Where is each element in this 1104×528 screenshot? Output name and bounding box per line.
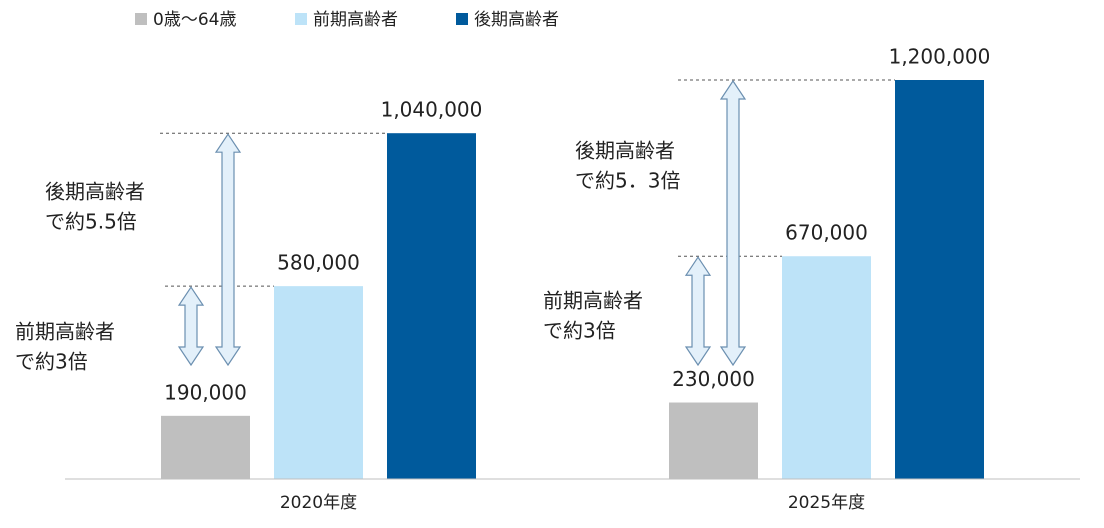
value-label: 1,200,000 [889,45,991,69]
double-arrow [719,79,747,367]
bar [669,402,758,479]
x-tick-label: 2020年度 [280,493,357,513]
bar [274,286,363,479]
value-label: 190,000 [164,380,247,404]
bar [387,133,476,479]
value-label: 670,000 [785,221,868,245]
legend-swatch [135,13,147,25]
legend-label: 後期高齢者 [474,10,559,30]
annotation: で約3倍 [543,319,616,343]
annotation: 後期高齢者 [45,180,145,204]
annotation: で約5.5倍 [45,210,137,234]
double-arrow [214,133,242,367]
legend-label: 0歳～64歳 [153,10,236,30]
annotation: 前期高齢者 [543,289,643,313]
bar [161,415,250,479]
double-arrow [684,256,712,367]
value-label: 230,000 [672,367,755,391]
legend-label: 前期高齢者 [313,10,398,30]
legend-swatch [456,13,468,25]
annotation: 後期高齢者 [575,139,675,163]
annotation: 前期高齢者 [15,320,115,344]
bar [782,256,871,479]
value-label: 1,040,000 [381,98,483,122]
bar [895,80,984,479]
annotation: で約3倍 [15,350,88,374]
x-tick-label: 2025年度 [788,493,865,513]
legend-swatch [295,13,307,25]
value-label: 580,000 [277,251,360,275]
double-arrow [177,286,205,367]
annotation: で約5．3倍 [575,169,680,193]
